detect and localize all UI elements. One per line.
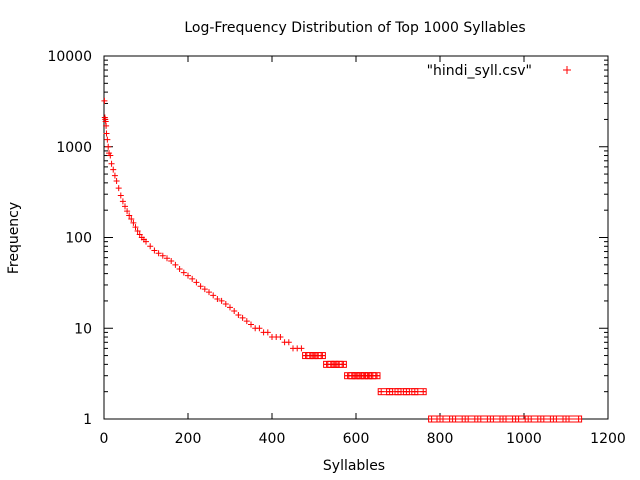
x-tick-label: 400: [259, 431, 286, 447]
data-point: [248, 321, 254, 328]
data-point: [105, 143, 112, 150]
data-point: [298, 345, 305, 352]
y-axis-ticks: 1 10 100 1000 10000: [47, 49, 608, 428]
data-point: [256, 325, 263, 332]
data-point: [206, 289, 212, 296]
data-point: [143, 238, 149, 245]
data-point: [231, 307, 238, 314]
data-point: [197, 283, 204, 290]
data-point: [214, 296, 221, 303]
data-point: [119, 198, 126, 205]
data-point: [115, 185, 122, 192]
data-point: [128, 215, 135, 222]
data-point: [110, 166, 117, 173]
data-point: [210, 292, 217, 299]
data-point: [185, 272, 191, 279]
legend: "hindi_syll.csv": [427, 63, 571, 79]
data-point: [103, 122, 110, 129]
y-axis-label: Frequency: [6, 202, 22, 274]
data-point: [101, 97, 108, 104]
data-point: [124, 208, 131, 215]
y-tick-label: 100: [65, 231, 92, 247]
x-tick-label: 600: [343, 431, 370, 447]
data-point: [103, 130, 110, 137]
data-point: [168, 258, 175, 265]
data-point: [277, 334, 284, 341]
data-point: [172, 261, 179, 268]
data-point: [111, 172, 118, 179]
data-point: [239, 314, 246, 321]
legend-marker: [563, 66, 571, 74]
data-point: [151, 247, 158, 254]
x-tick-label: 1000: [506, 431, 542, 447]
data-point: [243, 318, 250, 325]
data-point: [264, 329, 271, 336]
data-point: [193, 279, 200, 286]
x-axis-label: Syllables: [323, 458, 385, 474]
data-point: [189, 275, 196, 282]
data-point: [180, 269, 187, 276]
data-point: [176, 265, 183, 272]
data-point: [126, 212, 133, 219]
data-point: [218, 297, 225, 304]
data-point: [130, 219, 137, 226]
data-point: [227, 304, 233, 311]
y-tick-label: 10000: [47, 49, 92, 65]
data-point: [155, 250, 162, 257]
data-point: [164, 255, 170, 262]
y-tick-label: 10: [74, 321, 92, 337]
data-point: [147, 243, 154, 250]
data-point: [222, 301, 229, 308]
y-tick-label: 1000: [56, 140, 92, 156]
data-point: [117, 192, 124, 199]
x-axis-ticks: 0 200 400 600 800 1000 1200: [100, 56, 626, 447]
x-tick-label: 1200: [590, 431, 626, 447]
data-point: [113, 177, 120, 184]
data-point: [108, 160, 115, 167]
data-point: [104, 136, 111, 143]
legend-marker-plus: [563, 66, 571, 74]
data-point: [235, 311, 242, 318]
plot-area: [103, 55, 609, 420]
data-points: [101, 97, 583, 423]
data-point: [159, 252, 166, 259]
data-point: [134, 227, 141, 234]
data-point: [132, 224, 139, 231]
y-tick-label: 1: [83, 412, 92, 428]
chart-title: Log-Frequency Distribution of Top 1000 S…: [184, 20, 525, 36]
data-point: [201, 286, 208, 293]
x-tick-label: 0: [100, 431, 109, 447]
data-point: [285, 339, 292, 346]
x-tick-label: 800: [427, 431, 454, 447]
data-point: [136, 231, 143, 238]
data-point: [107, 152, 114, 159]
data-point: [122, 203, 128, 210]
x-tick-label: 200: [175, 431, 202, 447]
legend-label: "hindi_syll.csv": [427, 63, 532, 79]
